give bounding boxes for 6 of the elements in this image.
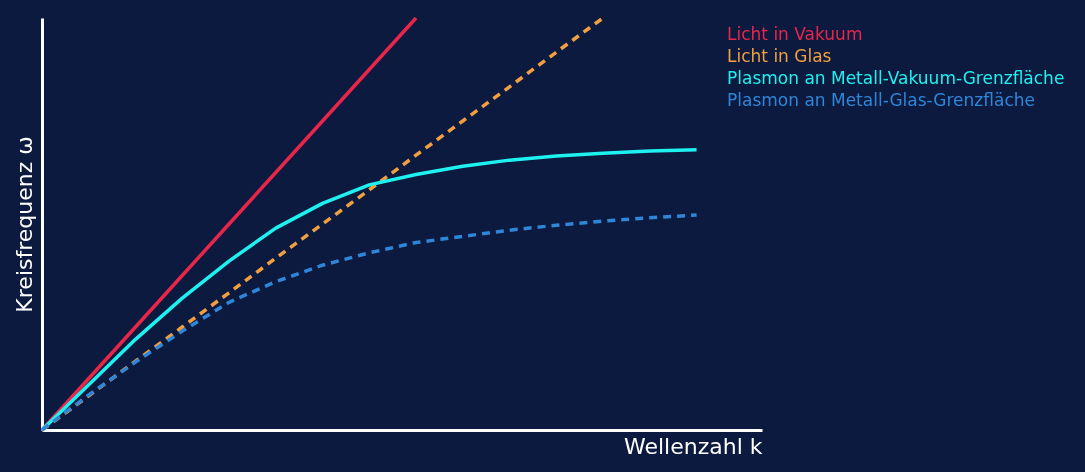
text: Licht in Vakuum xyxy=(727,24,863,44)
text: Plasmon an Metall-Vakuum-Grenzfläche xyxy=(727,68,1065,88)
text: Plasmon an Metall-Glas-Grenzfläche xyxy=(727,90,1035,110)
y-axis-title: Kreisfrequenz ω xyxy=(11,136,37,313)
text: Licht in Glas xyxy=(727,46,832,66)
x-axis-title: Wellenzahl k xyxy=(623,433,763,459)
